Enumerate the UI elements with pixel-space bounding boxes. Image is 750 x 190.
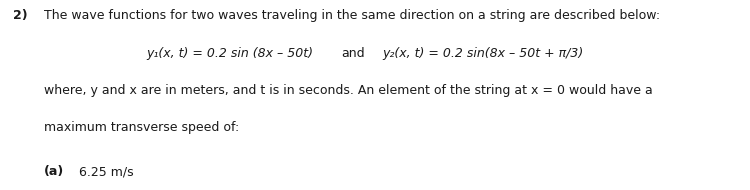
Text: y₁(x, t) = 0.2 sin (8x – 50t): y₁(x, t) = 0.2 sin (8x – 50t) (146, 47, 314, 59)
Text: 6.25 m/s: 6.25 m/s (79, 165, 134, 178)
Text: 2): 2) (13, 10, 28, 22)
Text: maximum transverse speed of:: maximum transverse speed of: (44, 121, 238, 134)
Text: y₂(x, t) = 0.2 sin(8x – 50t + π/3): y₂(x, t) = 0.2 sin(8x – 50t + π/3) (382, 47, 584, 59)
Text: The wave functions for two waves traveling in the same direction on a string are: The wave functions for two waves traveli… (44, 10, 660, 22)
Text: and: and (341, 47, 364, 59)
Text: (a): (a) (44, 165, 64, 178)
Text: where, y and x are in meters, and t is in seconds. An element of the string at x: where, y and x are in meters, and t is i… (44, 84, 652, 97)
